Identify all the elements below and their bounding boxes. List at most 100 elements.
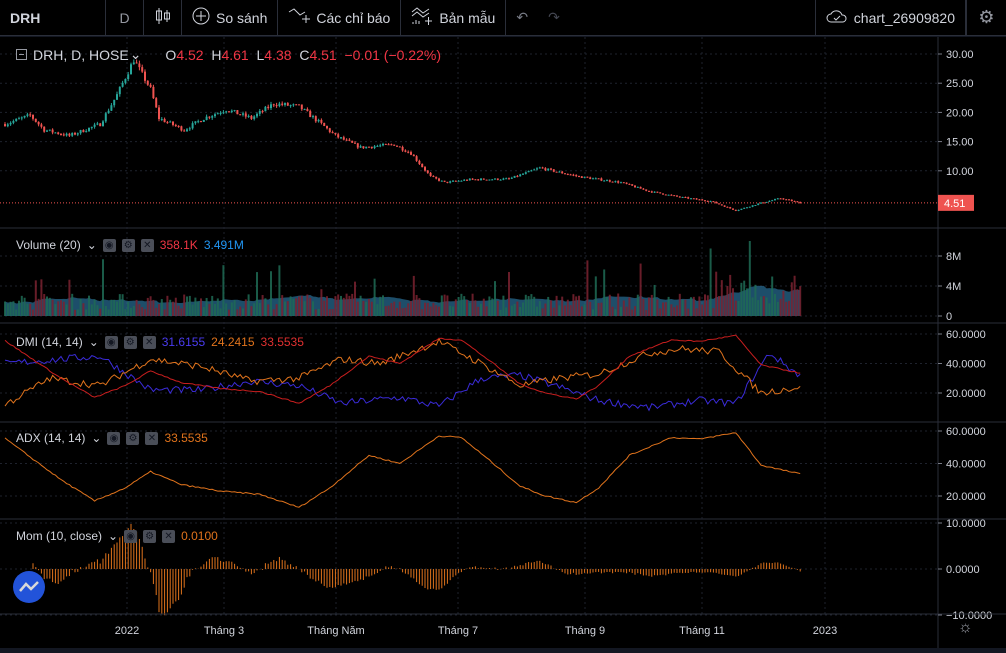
volume-bar: [174, 297, 177, 316]
candle-body: [505, 178, 508, 180]
volume-bar: [692, 296, 695, 316]
volume-bar: [740, 282, 743, 316]
volume-bar: [62, 301, 65, 316]
plus-di-value: 31.6155: [161, 335, 206, 349]
candle-body: [272, 104, 275, 106]
mom-title[interactable]: Mom (10, close): [16, 529, 103, 543]
indicators-button[interactable]: Các chỉ báo: [278, 0, 402, 36]
volume-bar: [790, 282, 793, 316]
mom-axis-label: 0.0000: [946, 564, 980, 576]
candle-body: [149, 84, 152, 87]
volume-bar: [306, 294, 309, 316]
volume-bar: [687, 308, 690, 316]
close-icon[interactable]: ✕: [140, 238, 154, 252]
templates-button[interactable]: Bản mẫu: [401, 0, 507, 36]
candle-body: [12, 120, 15, 123]
volume-bar: [617, 293, 620, 316]
candle-body: [37, 121, 40, 125]
volume-bar: [583, 304, 586, 316]
series-title[interactable]: DRH, D, HOSE: [33, 46, 129, 63]
volume-ma-value: 3.491M: [203, 238, 244, 252]
chart-type-button[interactable]: [144, 0, 182, 36]
volume-bar: [93, 299, 96, 316]
symbol-search[interactable]: DRH: [0, 0, 106, 36]
candle-body: [337, 134, 340, 138]
gear-icon[interactable]: ⚙: [123, 335, 137, 349]
volume-bar: [163, 309, 166, 316]
dmi-legend: DMI (14, 14) ⌄ ◉ ⚙ ✕ 31.6155 24.2415 33.5535: [16, 335, 304, 349]
volume-bar: [715, 271, 718, 316]
volume-bar: [435, 305, 438, 316]
dmi-title[interactable]: DMI (14, 14): [16, 335, 83, 349]
gear-icon[interactable]: ⚙: [143, 529, 157, 543]
volume-bar: [485, 306, 488, 316]
last-price-tag: [938, 194, 974, 211]
volume-bar: [788, 300, 790, 316]
chevron-down-icon[interactable]: ⌄: [91, 431, 102, 445]
volume-bar: [96, 305, 99, 316]
volume-bar: [51, 299, 54, 316]
settings-button[interactable]: ⚙: [966, 0, 1006, 36]
candle-body: [144, 71, 146, 81]
candle-body: [65, 133, 68, 136]
volume-bar: [116, 301, 118, 316]
volume-bar: [530, 294, 533, 316]
collapse-icon[interactable]: [16, 49, 27, 60]
gear-icon[interactable]: ⚙: [121, 238, 135, 252]
eye-icon[interactable]: ◉: [102, 238, 116, 252]
candle-body: [757, 203, 760, 206]
close-icon[interactable]: ✕: [145, 431, 159, 445]
eye-icon[interactable]: ◉: [104, 335, 118, 349]
candle-body: [9, 122, 12, 125]
close-icon[interactable]: ✕: [142, 335, 156, 349]
volume-bar: [712, 308, 715, 316]
candle-body: [474, 179, 477, 181]
save-layout-button[interactable]: chart_26909820: [814, 0, 966, 36]
candle-body: [186, 129, 188, 132]
candles-icon: [155, 7, 171, 28]
volume-title[interactable]: Volume (20): [16, 238, 81, 252]
volume-bar: [709, 248, 712, 316]
candle-body: [382, 143, 384, 146]
candle-body: [496, 178, 499, 180]
gear-icon[interactable]: ⚙: [126, 431, 140, 445]
candle-body: [267, 106, 270, 109]
eye-icon[interactable]: ◉: [107, 431, 121, 445]
chevron-down-icon[interactable]: ⌄: [129, 46, 142, 62]
logo-icon[interactable]: [13, 571, 45, 603]
candle-body: [712, 201, 715, 203]
volume-bar: [734, 300, 737, 316]
undo-button[interactable]: ↶: [506, 0, 538, 36]
axis-settings-button[interactable]: ☼: [958, 619, 973, 636]
candle-body: [116, 94, 118, 100]
volume-bar: [216, 298, 219, 316]
candle-body: [580, 176, 583, 178]
candle-body: [314, 116, 317, 122]
plus-di-line: [4, 353, 801, 412]
volume-bar: [303, 301, 306, 316]
chart-canvas[interactable]: 2022 Tháng 3 Tháng Năm Tháng 7 Tháng 9 Tháng …: [0, 37, 1006, 648]
volume-bar: [606, 296, 608, 316]
redo-button[interactable]: ↷: [538, 0, 570, 36]
candle-body: [533, 169, 536, 171]
chevron-down-icon[interactable]: ⌄: [88, 335, 99, 349]
candle-body: [146, 80, 149, 85]
candle-body: [320, 119, 323, 123]
compare-button[interactable]: So sánh: [182, 0, 279, 36]
candle-body: [384, 143, 387, 145]
eye-icon[interactable]: ◉: [124, 529, 138, 543]
chevron-down-icon[interactable]: ⌄: [86, 238, 97, 252]
volume-bar: [776, 301, 779, 316]
chevron-down-icon[interactable]: ⌄: [108, 529, 119, 543]
close-icon[interactable]: ✕: [162, 529, 176, 543]
volume-bar: [130, 307, 132, 316]
candle-body: [309, 111, 312, 118]
price-axis-label: 15.00: [946, 137, 974, 149]
adx-title[interactable]: ADX (14, 14): [16, 431, 86, 445]
interval-button[interactable]: D: [106, 0, 144, 36]
volume-bar: [424, 302, 426, 316]
volume-bar: [550, 300, 552, 316]
volume-bar: [743, 280, 746, 316]
chart-area[interactable]: 2022 Tháng 3 Tháng Năm Tháng 7 Tháng 9 Tháng …: [0, 37, 1006, 648]
volume-bar: [667, 296, 670, 316]
